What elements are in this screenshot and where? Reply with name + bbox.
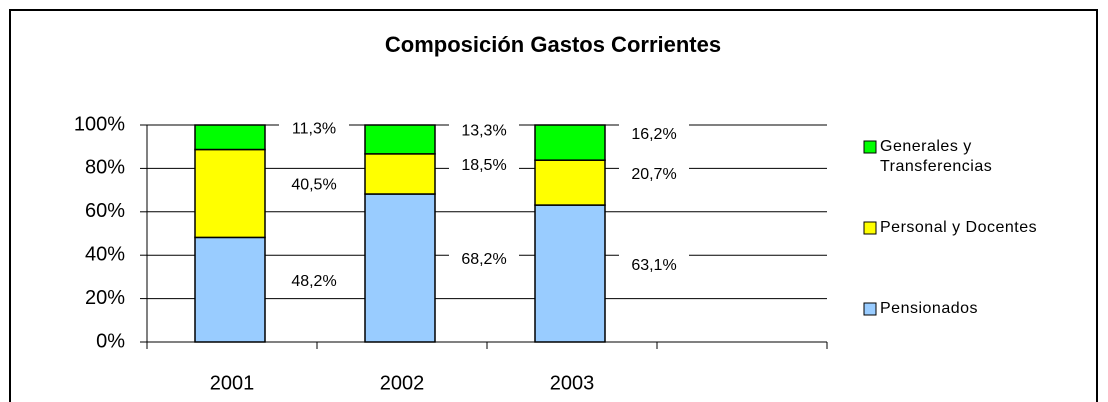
data-label: 18,5% [461, 157, 506, 174]
y-tick-label: 0% [96, 330, 125, 352]
legend-label: Generales y Transferencias [880, 138, 993, 175]
label-box [449, 247, 519, 274]
data-label: 16,2% [631, 126, 676, 143]
x-tick-label: 2001 [210, 372, 255, 394]
bar-segment [364, 153, 436, 195]
bar-segment [364, 124, 436, 155]
label-box [619, 161, 689, 188]
data-label: 20,7% [631, 166, 676, 183]
bar-segment [534, 159, 606, 206]
chart-title: Composición Gastos Corrientes [385, 32, 721, 57]
bar-segment [534, 204, 606, 343]
bar-segment [194, 148, 266, 239]
bar-segment [194, 124, 266, 151]
bar-segment [364, 193, 436, 343]
legend-swatch [863, 221, 877, 235]
label-box [279, 172, 349, 199]
y-tick-label: 60% [85, 200, 125, 222]
legend-label: Pensionados [880, 300, 979, 317]
label-box [619, 121, 689, 148]
legend-swatch [863, 302, 877, 316]
data-label: 63,1% [631, 257, 676, 274]
x-tick-label: 2002 [380, 372, 425, 394]
label-box [449, 152, 519, 179]
data-label: 11,3% [292, 120, 336, 137]
label-box [619, 252, 689, 279]
data-label: 40,5% [291, 177, 336, 194]
data-label: 68,2% [461, 251, 506, 268]
data-label: 48,2% [291, 273, 336, 290]
y-tick-label: 40% [85, 243, 125, 265]
label-box [449, 118, 519, 145]
label-box [279, 116, 349, 143]
y-tick-label: 100% [74, 113, 125, 135]
x-tick-label: 2003 [550, 372, 595, 394]
legend-label: Personal y Docentes [880, 219, 1038, 236]
label-box [279, 268, 349, 295]
bar-segment [194, 236, 266, 343]
y-tick-label: 80% [85, 157, 125, 179]
y-tick-label: 20% [85, 287, 125, 309]
legend-swatch [863, 140, 877, 154]
data-label: 13,3% [461, 123, 506, 140]
bar-segment [534, 124, 606, 161]
